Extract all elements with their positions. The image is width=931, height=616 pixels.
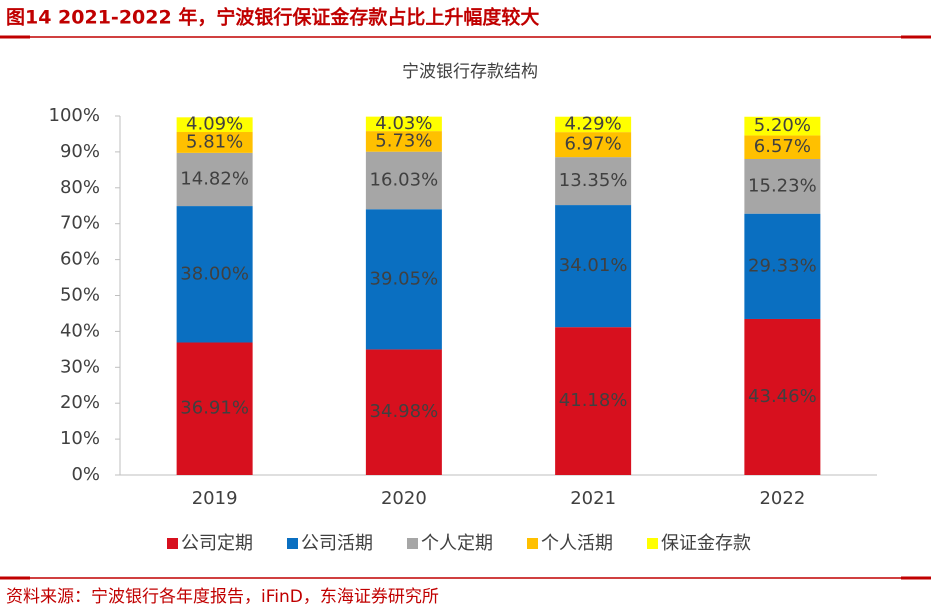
bar-segment	[365, 131, 442, 152]
data-label: 5.81%	[186, 131, 243, 152]
y-tick-label: 20%	[60, 392, 100, 413]
rule-end	[901, 35, 931, 39]
legend-label: 公司活期	[301, 533, 373, 554]
data-label: 14.82%	[180, 168, 249, 189]
header-title: 图14 2021-2022 年，宁波银行保证金存款占比上升幅度较大	[6, 6, 539, 29]
bar-segment	[744, 135, 821, 160]
source: 资料来源：宁波银行各年度报告，iFinD，东海证券研究所	[6, 587, 439, 607]
bar-segment	[365, 349, 442, 475]
data-label: 16.03%	[370, 169, 439, 190]
chart-title: 宁波银行存款结构	[402, 62, 538, 82]
data-label: 6.57%	[754, 136, 811, 157]
bar-segment	[744, 318, 821, 475]
data-label: 15.23%	[748, 175, 817, 196]
data-label: 36.91%	[180, 398, 249, 419]
y-tick-label: 60%	[60, 249, 100, 270]
y-tick-label: 0%	[71, 464, 100, 485]
data-label: 38.00%	[180, 263, 249, 284]
bar-segment	[555, 327, 632, 475]
y-tick-label: 80%	[60, 177, 100, 198]
legend-swatch	[167, 538, 178, 549]
legend-label: 个人活期	[541, 533, 613, 554]
legend-label: 保证金存款	[661, 533, 751, 554]
data-label: 5.20%	[754, 115, 811, 136]
bar-segment	[555, 157, 632, 206]
bar-segment	[176, 342, 253, 475]
legend-swatch	[287, 538, 298, 549]
y-tick-label: 100%	[49, 105, 100, 126]
bar-segment	[365, 116, 442, 132]
x-tick-label: 2020	[381, 488, 427, 509]
data-label: 5.73%	[375, 130, 432, 151]
data-label: 4.03%	[375, 113, 432, 134]
data-label: 6.97%	[565, 134, 622, 155]
y-tick-label: 90%	[60, 141, 100, 162]
bar-segment	[555, 205, 632, 328]
x-tick-label: 2022	[759, 488, 805, 509]
legend-label: 个人定期	[421, 533, 493, 554]
y-tick-label: 50%	[60, 285, 100, 306]
bar-segment	[176, 152, 253, 207]
y-tick-label: 10%	[60, 428, 100, 449]
x-tick-label: 2019	[192, 488, 238, 509]
data-label: 4.09%	[186, 114, 243, 135]
rule-end	[0, 576, 30, 580]
legend-swatch	[647, 538, 658, 549]
data-label: 13.35%	[559, 170, 628, 191]
bar-segment	[176, 117, 253, 133]
bar-segment	[365, 151, 442, 210]
bar-segment	[744, 213, 821, 319]
data-label: 41.18%	[559, 390, 628, 411]
bar-segment	[555, 116, 632, 133]
legend-label: 公司定期	[181, 533, 253, 554]
y-tick-label: 30%	[60, 356, 100, 377]
data-label: 43.46%	[748, 386, 817, 407]
y-tick-label: 40%	[60, 320, 100, 341]
bar-segment	[365, 209, 442, 350]
bar-segment	[176, 132, 253, 153]
bar-segment	[176, 206, 253, 343]
bar-segment	[744, 159, 821, 214]
bar-segment	[744, 116, 821, 136]
data-label: 4.29%	[565, 113, 622, 134]
legend-swatch	[407, 538, 418, 549]
y-tick-label: 70%	[60, 213, 100, 234]
rule-end	[0, 35, 30, 39]
rule-end	[901, 576, 931, 580]
data-label: 34.01%	[559, 255, 628, 276]
x-tick-label: 2021	[570, 488, 616, 509]
data-label: 34.98%	[370, 401, 439, 422]
data-label: 39.05%	[370, 268, 439, 289]
bar-segment	[555, 132, 632, 158]
legend-swatch	[527, 538, 538, 549]
data-label: 29.33%	[748, 255, 817, 276]
